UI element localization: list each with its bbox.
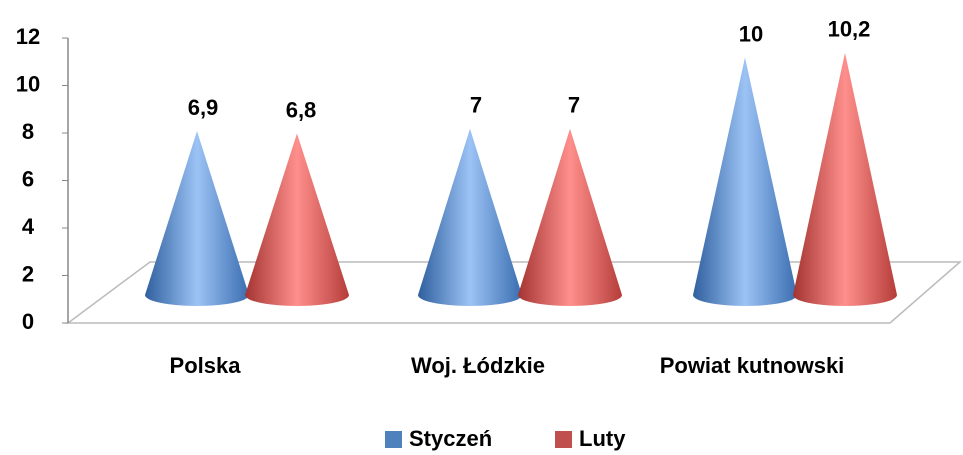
- data-label: 7: [568, 93, 580, 118]
- legend-swatch: [555, 431, 572, 448]
- cone: [145, 131, 249, 306]
- legend-swatch: [385, 431, 402, 448]
- cone-body: [693, 57, 797, 306]
- x-tick-label: Powiat kutnowski: [660, 353, 845, 378]
- y-tick-label: 12: [16, 24, 40, 49]
- legend-label: Luty: [579, 426, 626, 451]
- x-tick-label: Woj. Łódzkie: [411, 353, 545, 378]
- cone-body: [518, 128, 622, 306]
- cone-body: [418, 128, 522, 306]
- y-tick-label: 6: [22, 166, 34, 191]
- cone: [793, 52, 897, 306]
- y-tick-label: 0: [22, 309, 34, 334]
- cone: [518, 128, 622, 306]
- data-label: 6,8: [286, 97, 317, 122]
- legend-label: Styczeń: [409, 426, 492, 451]
- cone-body: [245, 133, 349, 306]
- data-label: 10: [739, 21, 763, 46]
- cone: [245, 133, 349, 306]
- y-tick-label: 8: [22, 119, 34, 144]
- cone-body: [145, 131, 249, 306]
- y-tick-label: 2: [22, 261, 34, 286]
- data-label: 10,2: [828, 17, 871, 42]
- y-tick-label: 10: [16, 71, 40, 96]
- data-label: 7: [470, 93, 482, 118]
- x-tick-label: Polska: [170, 353, 242, 378]
- y-tick-label: 4: [22, 214, 35, 239]
- cone: [693, 57, 797, 306]
- cone-body: [793, 52, 897, 306]
- data-label: 6,9: [188, 95, 219, 120]
- floor: [65, 261, 963, 324]
- cone: [418, 128, 522, 306]
